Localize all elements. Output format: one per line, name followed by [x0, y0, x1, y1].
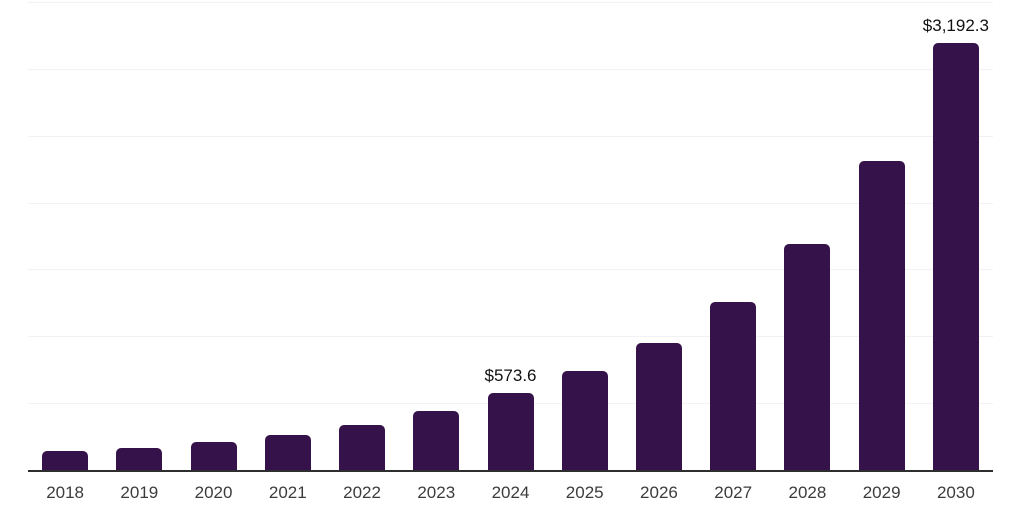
x-tick-2030: 2030	[936, 483, 975, 502]
bar-2028	[784, 244, 831, 470]
bar-2029	[858, 161, 905, 470]
x-axis-line	[28, 470, 993, 472]
bar-2030	[932, 43, 979, 470]
bar-2026	[635, 343, 682, 470]
bar-2018	[42, 451, 89, 470]
x-tick-2024: 2024	[491, 483, 530, 502]
bar-2019	[116, 447, 163, 470]
gridline-1000	[28, 336, 993, 338]
x-tick-2018: 2018	[46, 483, 85, 502]
x-tick-2021: 2021	[268, 483, 307, 502]
bar-2023	[413, 411, 460, 470]
bar-2021	[264, 434, 311, 470]
bar-2027	[710, 302, 757, 470]
x-tick-2023: 2023	[417, 483, 456, 502]
bar-2022	[339, 425, 386, 470]
bar-2025	[561, 371, 608, 470]
data-label-2024: $573.6	[484, 366, 537, 386]
x-tick-2025: 2025	[565, 483, 604, 502]
x-tick-2019: 2019	[120, 483, 159, 502]
bar-2020	[190, 441, 237, 470]
bar-2024	[487, 393, 534, 470]
x-tick-2029: 2029	[862, 483, 901, 502]
x-tick-2028: 2028	[788, 483, 827, 502]
x-tick-2027: 2027	[714, 483, 753, 502]
gridline-1500	[28, 269, 993, 271]
gridline-2500	[28, 135, 993, 137]
gridline-3500	[28, 2, 993, 3]
data-label-2030: $3,192.3	[922, 16, 989, 36]
x-tick-2022: 2022	[343, 483, 381, 502]
gridline-3000	[28, 68, 993, 70]
x-tick-2020: 2020	[194, 483, 233, 502]
x-tick-2026: 2026	[640, 483, 678, 502]
gridline-2000	[28, 202, 993, 204]
